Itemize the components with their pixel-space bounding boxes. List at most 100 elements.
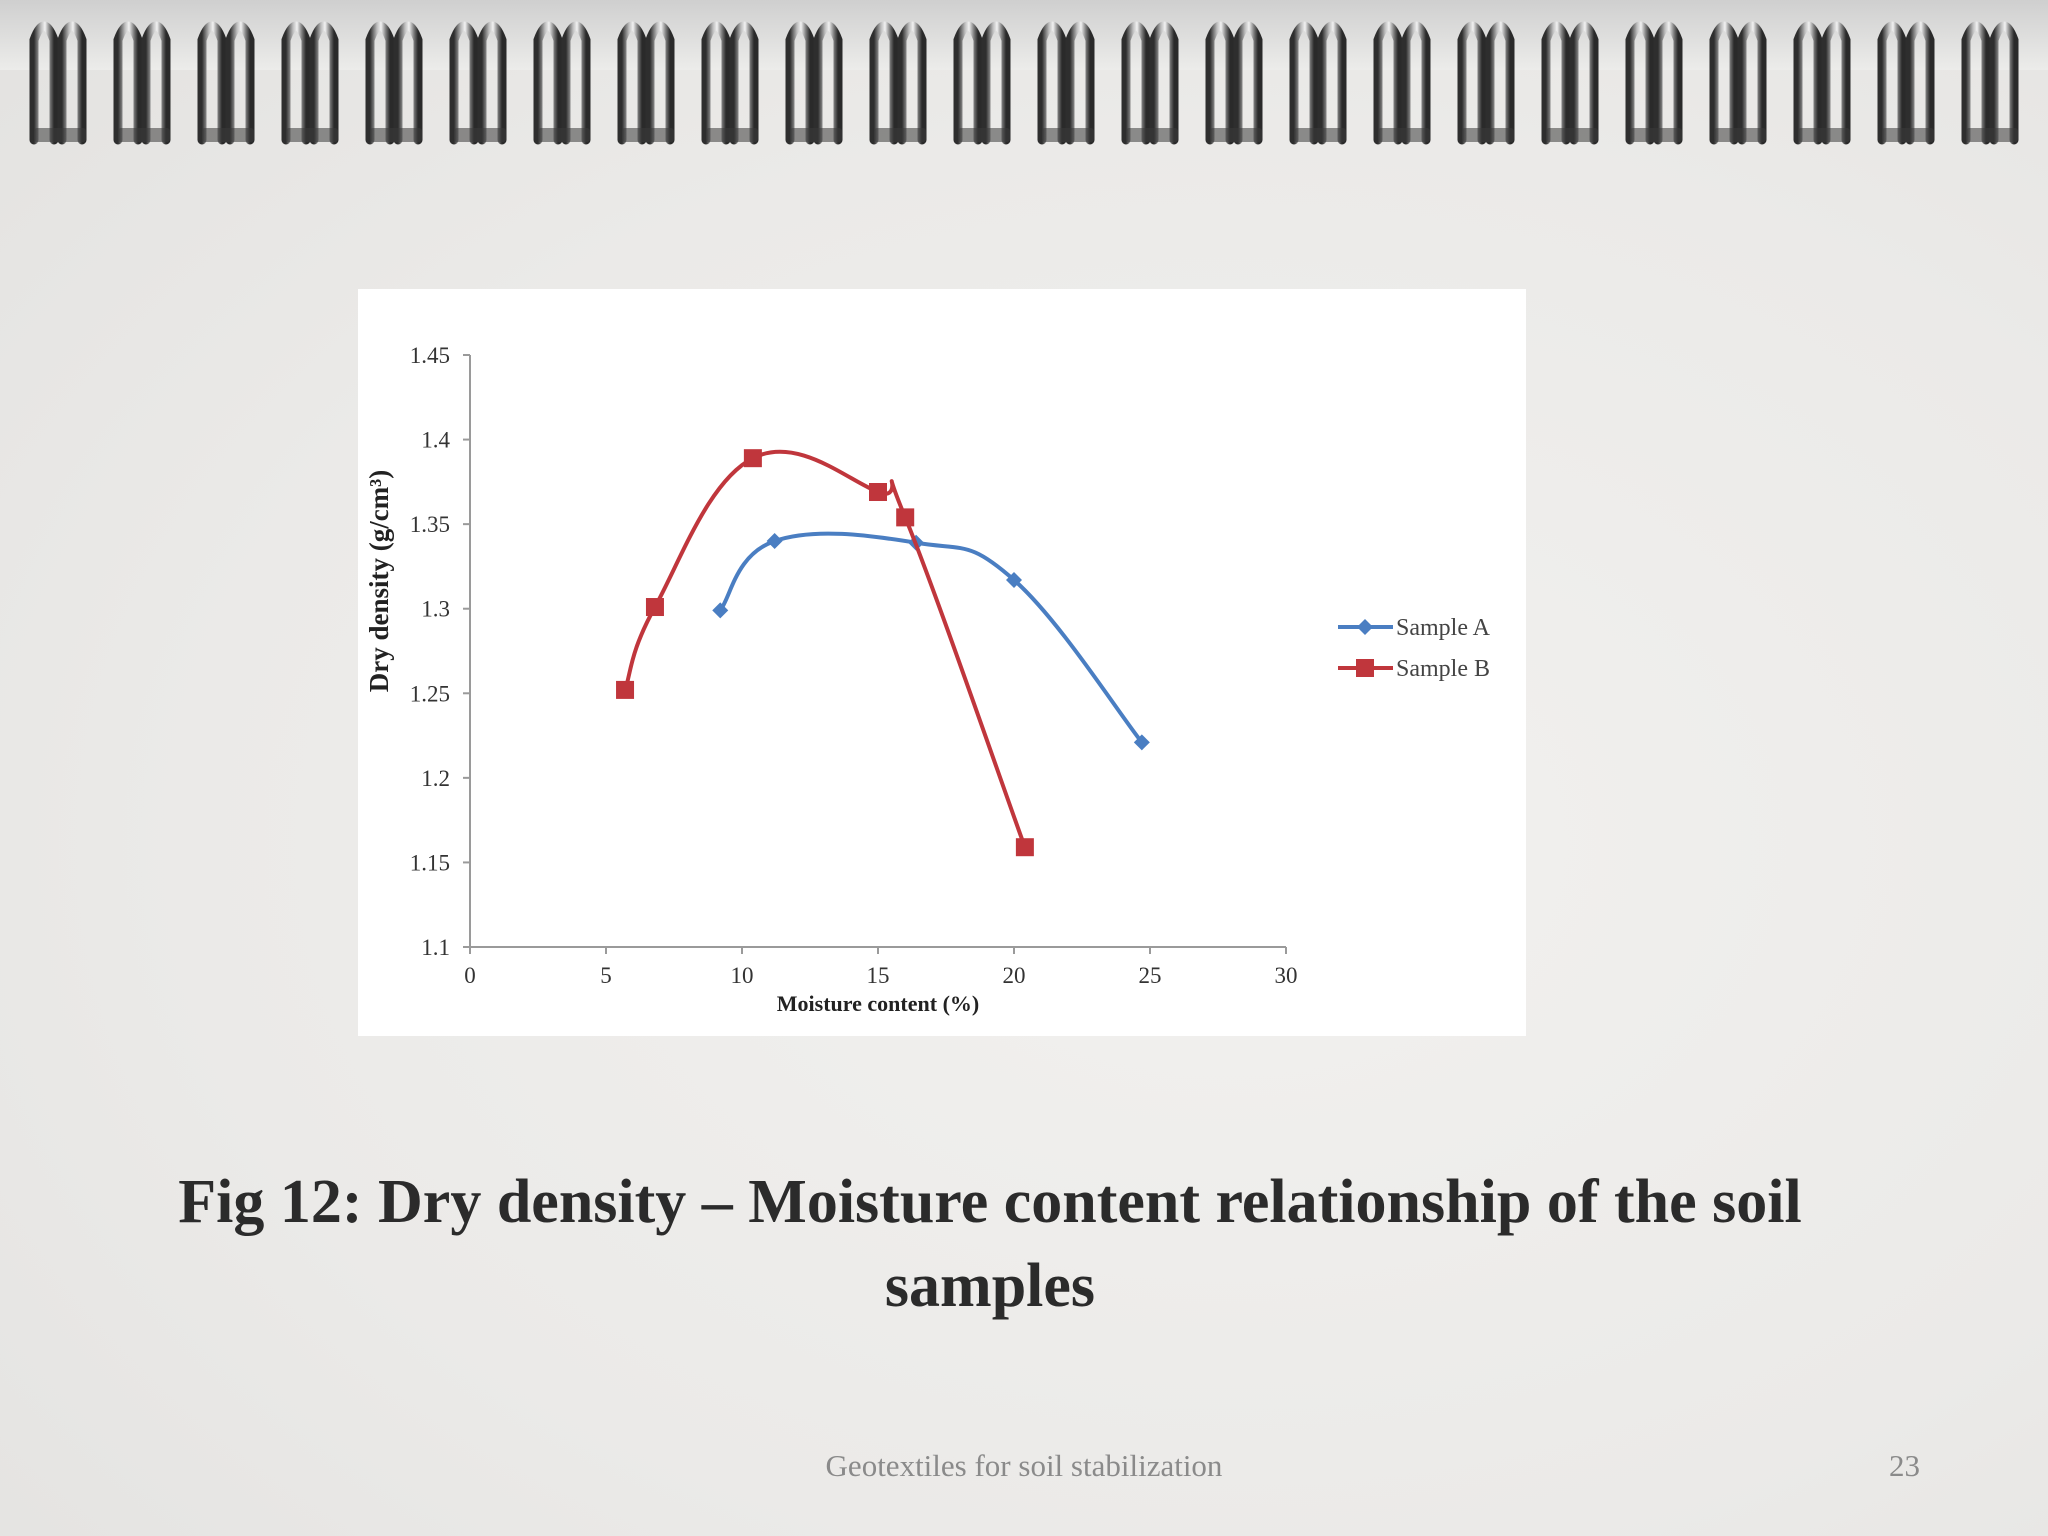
x-tick-label: 5 xyxy=(600,963,612,988)
sample-b-point xyxy=(743,449,762,468)
legend-marker-sample-a xyxy=(1357,619,1373,635)
binding-ring xyxy=(1737,21,1767,145)
x-tick-label: 20 xyxy=(1003,963,1026,988)
binding-ring xyxy=(813,21,843,145)
binding-hole xyxy=(1042,128,1094,142)
x-tick-label: 15 xyxy=(867,963,890,988)
y-tick-label: 1.1 xyxy=(421,935,450,960)
binding-ring xyxy=(869,21,899,145)
binding-ring xyxy=(1989,21,2019,145)
binding-ring xyxy=(1373,21,1403,145)
binding-ring xyxy=(1821,21,1851,145)
binding-ring xyxy=(365,21,395,145)
binding-ring xyxy=(533,21,563,145)
sample-b-point xyxy=(869,483,887,502)
binding-hole xyxy=(1630,128,1682,142)
sample-a-point xyxy=(1133,734,1150,751)
spiral-binding xyxy=(0,0,2048,145)
binding-hole xyxy=(454,128,506,142)
binding-hole xyxy=(1546,128,1598,142)
binding-ring xyxy=(1149,21,1179,145)
sample-b-point xyxy=(616,680,635,699)
sample-a-point xyxy=(712,602,729,619)
binding-ring xyxy=(1569,21,1599,145)
binding-ring xyxy=(1709,21,1739,145)
x-tick-label: 10 xyxy=(731,963,754,988)
legend-marker-sample-b xyxy=(1356,659,1374,677)
y-tick-label: 1.15 xyxy=(410,850,450,875)
binding-ring xyxy=(29,21,59,145)
footer-title: Geotextiles for soil stabilization xyxy=(825,1448,1223,1483)
binding-ring xyxy=(1877,21,1907,145)
binding-ring xyxy=(309,21,339,145)
binding-hole xyxy=(118,128,170,142)
y-tick-label: 1.4 xyxy=(421,428,450,453)
binding-ring xyxy=(1793,21,1823,145)
binding-ring xyxy=(1625,21,1655,145)
binding-hole xyxy=(874,128,926,142)
binding-ring xyxy=(393,21,423,145)
binding-hole xyxy=(958,128,1010,142)
binding-hole xyxy=(1294,128,1346,142)
y-tick-label: 1.35 xyxy=(410,512,450,537)
binding-ring xyxy=(113,21,143,145)
binding-ring xyxy=(281,21,311,145)
x-tick-label: 30 xyxy=(1275,963,1298,988)
binding-hole xyxy=(538,128,590,142)
binding-ring xyxy=(617,21,647,145)
y-tick-label: 1.25 xyxy=(410,681,450,706)
y-tick-label: 1.3 xyxy=(421,597,450,622)
chart-panel: 1.1 1.15 1.2 1.25 1.3 1.35 1.4 1.45 0 5 10 15 20 25 30… xyxy=(358,289,1526,1036)
legend-label-sample-a: Sample A xyxy=(1396,615,1491,641)
binding-ring xyxy=(57,21,87,145)
binding-ring xyxy=(1541,21,1571,145)
binding-ring xyxy=(701,21,731,145)
sample-a-point xyxy=(766,533,783,550)
sample-b-line xyxy=(623,449,1027,848)
binding-ring xyxy=(953,21,983,145)
binding-ring xyxy=(1289,21,1319,145)
binding-ring xyxy=(477,21,507,145)
x-axis-title: Moisture content (%) xyxy=(777,991,979,1016)
binding-hole xyxy=(622,128,674,142)
binding-ring xyxy=(1457,21,1487,145)
binding-hole xyxy=(1126,128,1178,142)
binding-hole xyxy=(286,128,338,142)
binding-ring xyxy=(981,21,1011,145)
binding-hole xyxy=(1798,128,1850,142)
legend-label-sample-b: Sample B xyxy=(1396,656,1490,682)
binding-ring xyxy=(785,21,815,145)
sample-a-point xyxy=(1006,571,1022,588)
binding-ring xyxy=(1121,21,1151,145)
binding-ring xyxy=(197,21,227,145)
sample-a-line xyxy=(718,531,1144,744)
binding-ring xyxy=(1653,21,1683,145)
binding-hole xyxy=(1462,128,1514,142)
binding-ring xyxy=(225,21,255,145)
binding-hole xyxy=(202,128,254,142)
binding-hole xyxy=(790,128,842,142)
binding-ring xyxy=(1485,21,1515,145)
binding-ring xyxy=(1233,21,1263,145)
binding-ring xyxy=(1317,21,1347,145)
page-number: 23 xyxy=(1889,1448,1920,1483)
binding-ring xyxy=(449,21,479,145)
y-tick-label: 1.45 xyxy=(410,343,450,368)
figure-caption: Fig 12: Dry density – Moisture content r… xyxy=(178,1168,1802,1320)
binding-ring xyxy=(1905,21,1935,145)
binding-ring xyxy=(561,21,591,145)
sample-b-point xyxy=(645,598,664,617)
sample-b-point xyxy=(1015,838,1034,857)
binding-ring xyxy=(729,21,759,145)
binding-hole xyxy=(1378,128,1430,142)
binding-hole xyxy=(34,128,86,142)
y-tick-label: 1.2 xyxy=(421,766,450,791)
line-chart: 1.1 1.15 1.2 1.25 1.3 1.35 1.4 1.45 0 5 10 15 20 25 30… xyxy=(364,343,1491,1016)
binding-ring xyxy=(1205,21,1235,145)
binding-ring xyxy=(645,21,675,145)
binding-ring xyxy=(141,21,171,145)
binding-hole xyxy=(706,128,758,142)
x-tick-label: 0 xyxy=(464,963,476,988)
binding-ring xyxy=(897,21,927,145)
binding-ring xyxy=(1065,21,1095,145)
